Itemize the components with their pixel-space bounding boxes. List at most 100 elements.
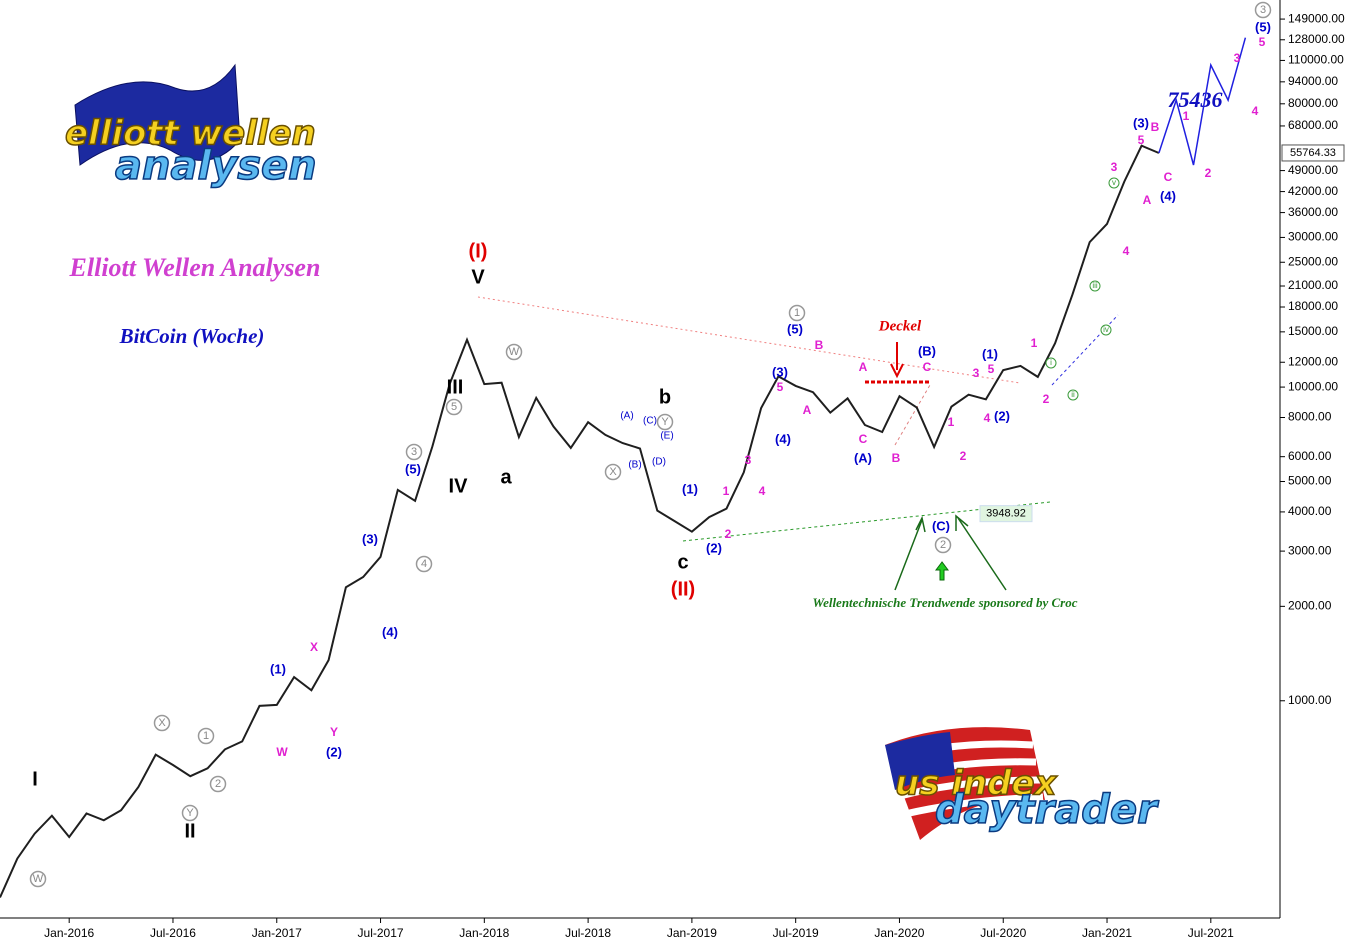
y-tick-label: 1000.00: [1288, 693, 1332, 707]
wave-label: 4: [759, 484, 766, 498]
y-tick-label: 12000.00: [1288, 354, 1338, 368]
wave-circle: [788, 304, 806, 322]
wave-label: III: [447, 376, 464, 398]
logo-text: us index: [895, 764, 1058, 804]
wave-label: (2): [326, 744, 342, 759]
wave-label: v: [1112, 178, 1116, 187]
y-tick-label: 3000.00: [1288, 543, 1332, 557]
x-tick-label: Jan-2019: [667, 926, 717, 940]
deckel-arrow: [890, 342, 904, 379]
x-tick-label: Jul-2017: [358, 926, 404, 940]
x-tick-label: Jan-2016: [44, 926, 94, 940]
wave-label: 4: [421, 558, 427, 570]
deckel-label: Deckel: [878, 318, 922, 334]
wave-label: A: [859, 360, 868, 374]
wave-label: (3): [362, 531, 378, 546]
wave-label: iii: [1092, 281, 1098, 290]
wave-label: (C): [643, 416, 657, 427]
x-tick-label: Jul-2016: [150, 926, 196, 940]
wave-label: (I): [469, 240, 488, 262]
wave-circle: [405, 443, 423, 461]
wave-label: 3: [1260, 4, 1266, 16]
wave-label: (4): [1160, 188, 1176, 203]
wave-label: (5): [405, 461, 421, 476]
wave-label: (E): [660, 431, 673, 442]
wave-circle: [29, 870, 47, 888]
wave-circle: [1045, 357, 1057, 369]
y-tick-label: 5000.00: [1288, 474, 1332, 488]
wave-label: 2: [960, 449, 967, 463]
wave-label: 3: [1111, 160, 1118, 174]
wave-label: 1: [723, 484, 730, 498]
trend-line: [477, 296, 1021, 384]
wave-circle: [604, 463, 622, 481]
wave-label: B: [892, 451, 901, 465]
logo-usid: us index daytrader: [885, 727, 1160, 840]
wave-label: 4: [1252, 104, 1259, 118]
chart-title: Elliott Wellen Analysen: [69, 253, 321, 282]
wave-label: (A): [854, 450, 872, 465]
y-tick-label: 149000.00: [1288, 11, 1345, 25]
wave-circle: [1067, 389, 1079, 401]
logo-text: daytrader: [935, 787, 1159, 833]
wave-label: 1: [948, 415, 955, 429]
y-tick-label: 21000.00: [1288, 278, 1338, 292]
wave-label: (5): [1255, 19, 1271, 34]
wave-label: (B): [918, 343, 936, 358]
wave-label: (3): [1133, 115, 1149, 130]
low-label: 3948.92: [986, 508, 1026, 520]
wave-label: B: [815, 338, 824, 352]
wave-label: 2: [940, 539, 946, 551]
wave-circle: [153, 714, 171, 732]
logo-canton: [885, 732, 955, 790]
y-tick-label: 18000.00: [1288, 299, 1338, 313]
wave-circle: [1100, 324, 1112, 336]
wave-label: iv: [1103, 325, 1109, 334]
y-tick-label: 42000.00: [1288, 184, 1338, 198]
wave-label: 3: [745, 453, 752, 467]
wave-circle: [181, 804, 199, 822]
x-tick-label: Jan-2020: [874, 926, 924, 940]
y-tick-label: 15000.00: [1288, 324, 1338, 338]
wave-circle: [505, 343, 523, 361]
wave-label: X: [609, 466, 617, 478]
wave-label: 2: [215, 778, 221, 790]
wave-label: C: [859, 432, 868, 446]
wave-label: 5: [988, 362, 995, 376]
wave-label: (1): [270, 661, 286, 676]
y-tick-label: 25000.00: [1288, 254, 1338, 268]
wave-label: (II): [671, 578, 695, 600]
up-arrow: [935, 561, 949, 581]
wave-label: A: [803, 403, 812, 417]
wave-label: 5: [777, 380, 784, 394]
wave-label: (5): [787, 321, 803, 336]
wave-label: W: [33, 873, 44, 885]
wave-label: (1): [682, 481, 698, 496]
wave-circle: [1089, 280, 1101, 292]
wave-circle: [934, 536, 952, 554]
chart-subtitle: BitCoin (Woche): [119, 324, 265, 348]
x-tick-label: Jul-2021: [1188, 926, 1234, 940]
y-tick-label: 4000.00: [1288, 504, 1332, 518]
wave-label: a: [500, 466, 512, 488]
wave-label: Y: [661, 416, 669, 428]
x-tick-label: Jul-2019: [773, 926, 819, 940]
x-tick-label: Jan-2021: [1082, 926, 1132, 940]
wave-label: A: [1143, 193, 1152, 207]
wave-circle: [656, 413, 674, 431]
wave-label: 2: [725, 527, 732, 541]
logo-stripes: [888, 740, 1044, 818]
wave-label: 1: [1183, 109, 1190, 123]
wave-label: 3: [411, 446, 417, 458]
y-tick-label: 110000.00: [1288, 53, 1344, 67]
y-tick-label: 80000.00: [1288, 96, 1338, 110]
y-tick-label: 10000.00: [1288, 379, 1338, 393]
y-tick-label: 8000.00: [1288, 410, 1332, 424]
wave-label: 1: [794, 307, 800, 319]
croc-arrows: [894, 514, 1007, 591]
wave-label: II: [184, 820, 195, 842]
wave-label: i: [1050, 358, 1052, 367]
price-line: [0, 144, 1160, 898]
wave-label: (3): [772, 364, 788, 379]
